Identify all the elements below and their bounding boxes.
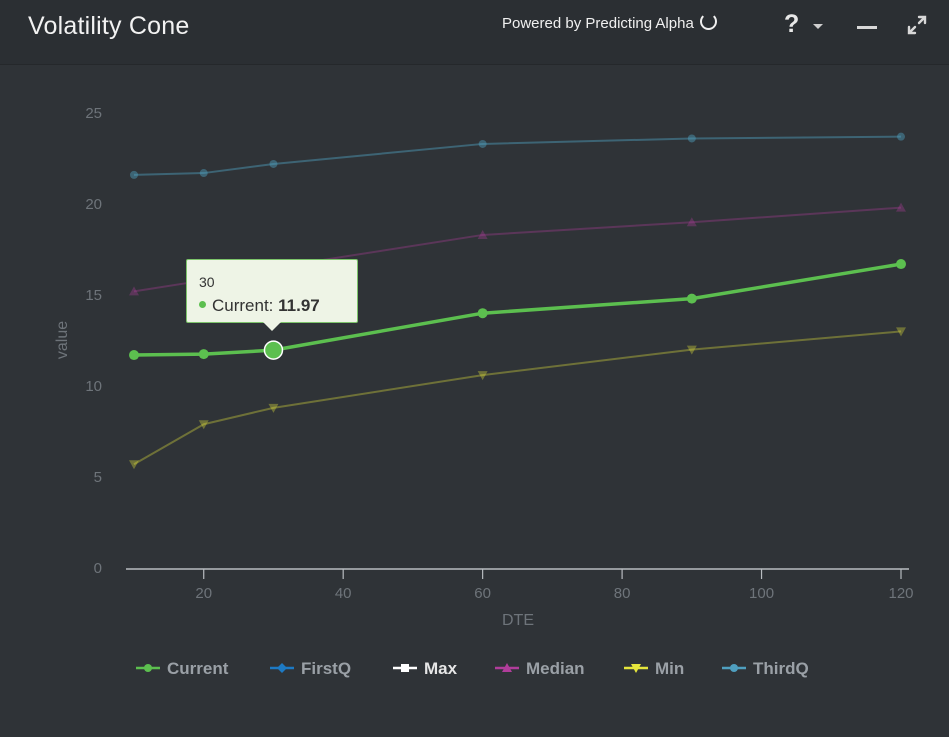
- y-tick-label: 10: [85, 378, 102, 395]
- hover-point-current[interactable]: [263, 340, 284, 360]
- data-tooltip: 30 Current: 11.97: [186, 259, 358, 331]
- legend-item-current[interactable]: Current: [136, 659, 229, 678]
- x-tick-label: 20: [195, 585, 212, 602]
- legend-label: Median: [526, 659, 585, 678]
- volatility-cone-chart: 20 40 60 80 100 120 0 5 10 15 20 25 DTE value Current…: [54, 105, 914, 678]
- series-thirdq: [130, 132, 905, 179]
- data-point-current: [129, 350, 139, 361]
- data-point-min: [686, 345, 697, 355]
- y-tick-label: 25: [85, 105, 102, 122]
- series-line-thirdq: [133, 135, 902, 176]
- data-point-current: [896, 259, 906, 270]
- chart-axes: 20 40 60 80 100 120 0 5 10 15 20 25 DTE value: [54, 105, 914, 629]
- legend-marker: [631, 664, 641, 673]
- legend-label: Current: [167, 659, 229, 678]
- series-line-current: [133, 262, 902, 357]
- data-point-current: [477, 308, 488, 319]
- legend-label: FirstQ: [301, 659, 351, 678]
- data-point-thirdq: [269, 159, 278, 168]
- series-min: [129, 327, 906, 470]
- chart-legend: Current FirstQ Max Median Min ThirdQ: [136, 659, 809, 678]
- legend-marker: [502, 663, 512, 672]
- data-point-thirdq: [478, 139, 487, 148]
- panel-header: Volatility Cone Powered by Predicting Al…: [0, 0, 949, 65]
- x-tick-label: 120: [888, 585, 913, 602]
- data-point-min: [896, 327, 906, 337]
- legend-item-min[interactable]: Min: [624, 659, 684, 678]
- data-point-median: [896, 202, 906, 212]
- data-point-min: [198, 420, 209, 430]
- data-point-thirdq: [199, 169, 208, 178]
- y-tick-label: 5: [94, 469, 102, 486]
- legend-item-firstq[interactable]: FirstQ: [270, 659, 351, 678]
- data-point-current: [198, 349, 209, 360]
- series-line-min: [133, 330, 902, 466]
- x-tick-label: 40: [335, 585, 352, 602]
- tooltip-series-dot: [199, 301, 206, 308]
- tooltip-value: 11.97: [278, 296, 320, 315]
- legend-label: ThirdQ: [753, 659, 809, 678]
- x-tick-label: 60: [474, 585, 491, 602]
- data-point-thirdq: [130, 170, 138, 179]
- y-tick-label: 15: [85, 287, 102, 304]
- minimize-icon[interactable]: [857, 26, 877, 29]
- tooltip-series-label: Current:: [212, 296, 274, 315]
- legend-item-median[interactable]: Median: [495, 659, 585, 678]
- legend-item-max[interactable]: Max: [393, 659, 458, 678]
- y-tick-label: 20: [85, 196, 102, 213]
- data-point-thirdq: [897, 132, 905, 141]
- legend-marker: [277, 663, 287, 673]
- x-tick-label: 100: [749, 585, 774, 602]
- x-tick-label: 80: [614, 585, 631, 602]
- help-icon[interactable]: ?: [784, 10, 800, 38]
- legend-marker: [401, 664, 409, 672]
- tooltip-series-line: Current: 11.97: [199, 296, 320, 316]
- y-tick-label: 0: [94, 560, 102, 577]
- data-point-thirdq: [687, 134, 696, 143]
- panel-title: Volatility Cone: [28, 12, 190, 40]
- data-point-min: [129, 460, 139, 470]
- chevron-down-icon[interactable]: [813, 24, 823, 29]
- data-point-median: [686, 217, 697, 227]
- legend-marker: [730, 664, 738, 672]
- y-axis-title: value: [54, 321, 71, 359]
- tooltip-x-value: 30: [199, 274, 215, 290]
- legend-marker: [144, 664, 152, 672]
- powered-by-label: Powered by Predicting Alpha: [502, 15, 694, 32]
- data-point-median: [129, 286, 139, 296]
- data-point-median: [477, 229, 488, 239]
- legend-item-thirdq[interactable]: ThirdQ: [722, 659, 809, 678]
- legend-label: Max: [424, 659, 458, 678]
- refresh-icon[interactable]: [699, 13, 717, 30]
- data-point-current: [686, 293, 697, 304]
- expand-icon[interactable]: [906, 14, 928, 36]
- powered-by-link[interactable]: Powered by Predicting Alpha: [502, 13, 717, 32]
- x-axis-title: DTE: [502, 612, 534, 629]
- data-point-min: [477, 371, 488, 381]
- data-point-min: [268, 403, 279, 413]
- legend-label: Min: [655, 659, 684, 678]
